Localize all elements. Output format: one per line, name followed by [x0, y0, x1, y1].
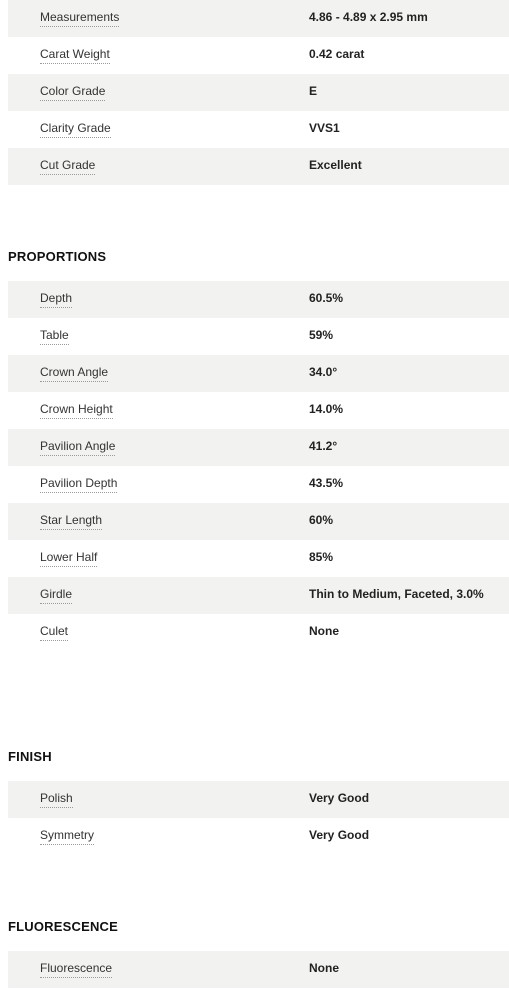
- spec-row: Measurements 4.86 - 4.89 x 2.95 mm: [8, 0, 509, 37]
- spec-value-pavilion-depth: 43.5%: [309, 476, 344, 490]
- spec-value-fluorescence: None: [309, 961, 339, 975]
- spec-row: Crown Height 14.0%: [8, 392, 509, 429]
- spec-label-carat-weight[interactable]: Carat Weight: [40, 48, 110, 64]
- spec-row: Girdle Thin to Medium, Faceted, 3.0%: [8, 577, 509, 614]
- spec-value-measurements: 4.86 - 4.89 x 2.95 mm: [309, 10, 428, 24]
- section-title-fluorescence: FLUORESCENCE: [8, 919, 119, 934]
- spec-label-pavilion-angle[interactable]: Pavilion Angle: [40, 440, 116, 456]
- details-table: Measurements 4.86 - 4.89 x 2.95 mm Carat…: [8, 0, 509, 185]
- spec-row: Color Grade E: [8, 74, 509, 111]
- spec-label-symmetry[interactable]: Symmetry: [40, 829, 94, 845]
- spec-value-symmetry: Very Good: [309, 828, 370, 842]
- spec-value-crown-angle: 34.0°: [309, 365, 338, 379]
- spec-label-depth[interactable]: Depth: [40, 292, 73, 308]
- spec-label-lower-half[interactable]: Lower Half: [40, 551, 98, 567]
- spec-label-fluorescence[interactable]: Fluorescence: [40, 962, 113, 978]
- section-title-proportions: PROPORTIONS: [8, 249, 107, 264]
- spec-row: Depth 60.5%: [8, 281, 509, 318]
- proportions-table: Depth 60.5% Table 59% Crown Angle 34.0° …: [8, 281, 509, 651]
- spec-row: Culet None: [8, 614, 509, 651]
- spec-label-table[interactable]: Table: [40, 329, 69, 345]
- spec-label-crown-angle[interactable]: Crown Angle: [40, 366, 109, 382]
- spec-row: Pavilion Angle 41.2°: [8, 429, 509, 466]
- spec-row: Table 59%: [8, 318, 509, 355]
- spec-label-clarity-grade[interactable]: Clarity Grade: [40, 122, 111, 138]
- spec-value-pavilion-angle: 41.2°: [309, 439, 338, 453]
- spec-value-star-length: 60%: [309, 513, 334, 527]
- spec-value-crown-height: 14.0%: [309, 402, 344, 416]
- spec-row: Carat Weight 0.42 carat: [8, 37, 509, 74]
- spec-row: Lower Half 85%: [8, 540, 509, 577]
- section-title-finish: FINISH: [8, 749, 52, 764]
- spec-value-clarity-grade: VVS1: [309, 121, 340, 135]
- spec-label-pavilion-depth[interactable]: Pavilion Depth: [40, 477, 118, 493]
- spec-value-girdle: Thin to Medium, Faceted, 3.0%: [309, 587, 484, 601]
- spec-row: Clarity Grade VVS1: [8, 111, 509, 148]
- spec-row: Symmetry Very Good: [8, 818, 509, 855]
- spec-label-crown-height[interactable]: Crown Height: [40, 403, 113, 419]
- fluorescence-table: Fluorescence None: [8, 951, 509, 988]
- spec-label-color-grade[interactable]: Color Grade: [40, 85, 106, 101]
- spec-value-color-grade: E: [309, 84, 318, 98]
- spec-value-table: 59%: [309, 328, 334, 342]
- spec-label-culet[interactable]: Culet: [40, 625, 69, 641]
- spec-label-cut-grade[interactable]: Cut Grade: [40, 159, 96, 175]
- spec-value-culet: None: [309, 624, 339, 638]
- spec-row: Fluorescence None: [8, 951, 509, 988]
- spec-row: Cut Grade Excellent: [8, 148, 509, 185]
- spec-row: Polish Very Good: [8, 781, 509, 818]
- spec-row: Pavilion Depth 43.5%: [8, 466, 509, 503]
- spec-value-lower-half: 85%: [309, 550, 334, 564]
- spec-value-cut-grade: Excellent: [309, 158, 362, 172]
- spec-value-polish: Very Good: [309, 791, 370, 805]
- spec-value-depth: 60.5%: [309, 291, 344, 305]
- spec-label-star-length[interactable]: Star Length: [40, 514, 103, 530]
- spec-value-carat-weight: 0.42 carat: [309, 47, 365, 61]
- spec-label-girdle[interactable]: Girdle: [40, 588, 73, 604]
- spec-label-measurements[interactable]: Measurements: [40, 11, 120, 27]
- finish-table: Polish Very Good Symmetry Very Good: [8, 781, 509, 855]
- spec-label-polish[interactable]: Polish: [40, 792, 73, 808]
- spec-row: Crown Angle 34.0°: [8, 355, 509, 392]
- spec-row: Star Length 60%: [8, 503, 509, 540]
